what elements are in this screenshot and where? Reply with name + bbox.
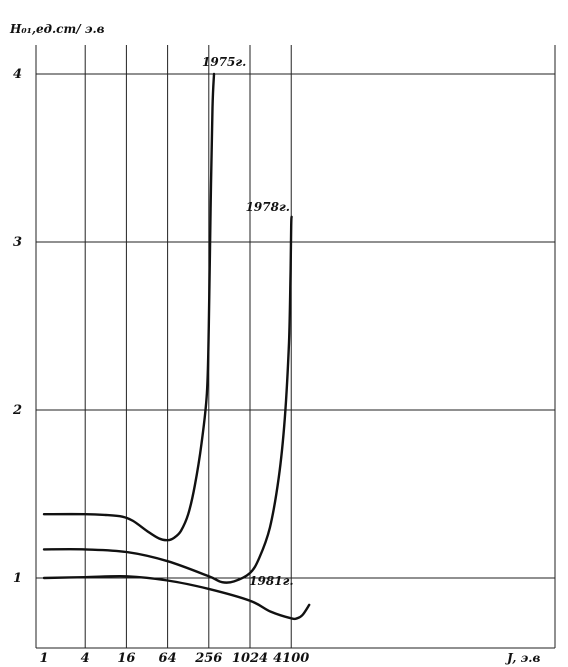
curves — [42, 72, 311, 621]
x-tick-label: 16 — [117, 651, 135, 666]
x-tick-label: 4 — [81, 651, 90, 666]
y-tick-label: 2 — [12, 403, 22, 418]
labels: 1 4 16 64 256 1024 4100 1 2 3 4 1975г. 1978г. 1981г. — [12, 55, 309, 666]
x-axis-label: J, э.в — [505, 651, 540, 665]
x-tick-label: 4100 — [273, 651, 309, 666]
series-line — [42, 72, 216, 542]
series-label: 1981г. — [249, 574, 293, 588]
x-tick-label: 64 — [159, 651, 177, 666]
grid — [35, 45, 556, 649]
x-tick-label: 256 — [194, 651, 222, 666]
series-label: 1975г. — [202, 55, 246, 69]
y-axis-label: H₀₁,ед.ст/ э.в — [9, 22, 105, 36]
y-tick-label: 3 — [13, 235, 22, 250]
x-tick-label: 1024 — [232, 651, 268, 666]
series-line — [42, 574, 311, 621]
series-line — [42, 215, 293, 584]
series-label: 1978г. — [246, 200, 290, 214]
y-tick-label: 1 — [13, 571, 22, 586]
y-tick-label: 4 — [13, 67, 22, 82]
x-tick-label: 1 — [39, 651, 48, 666]
